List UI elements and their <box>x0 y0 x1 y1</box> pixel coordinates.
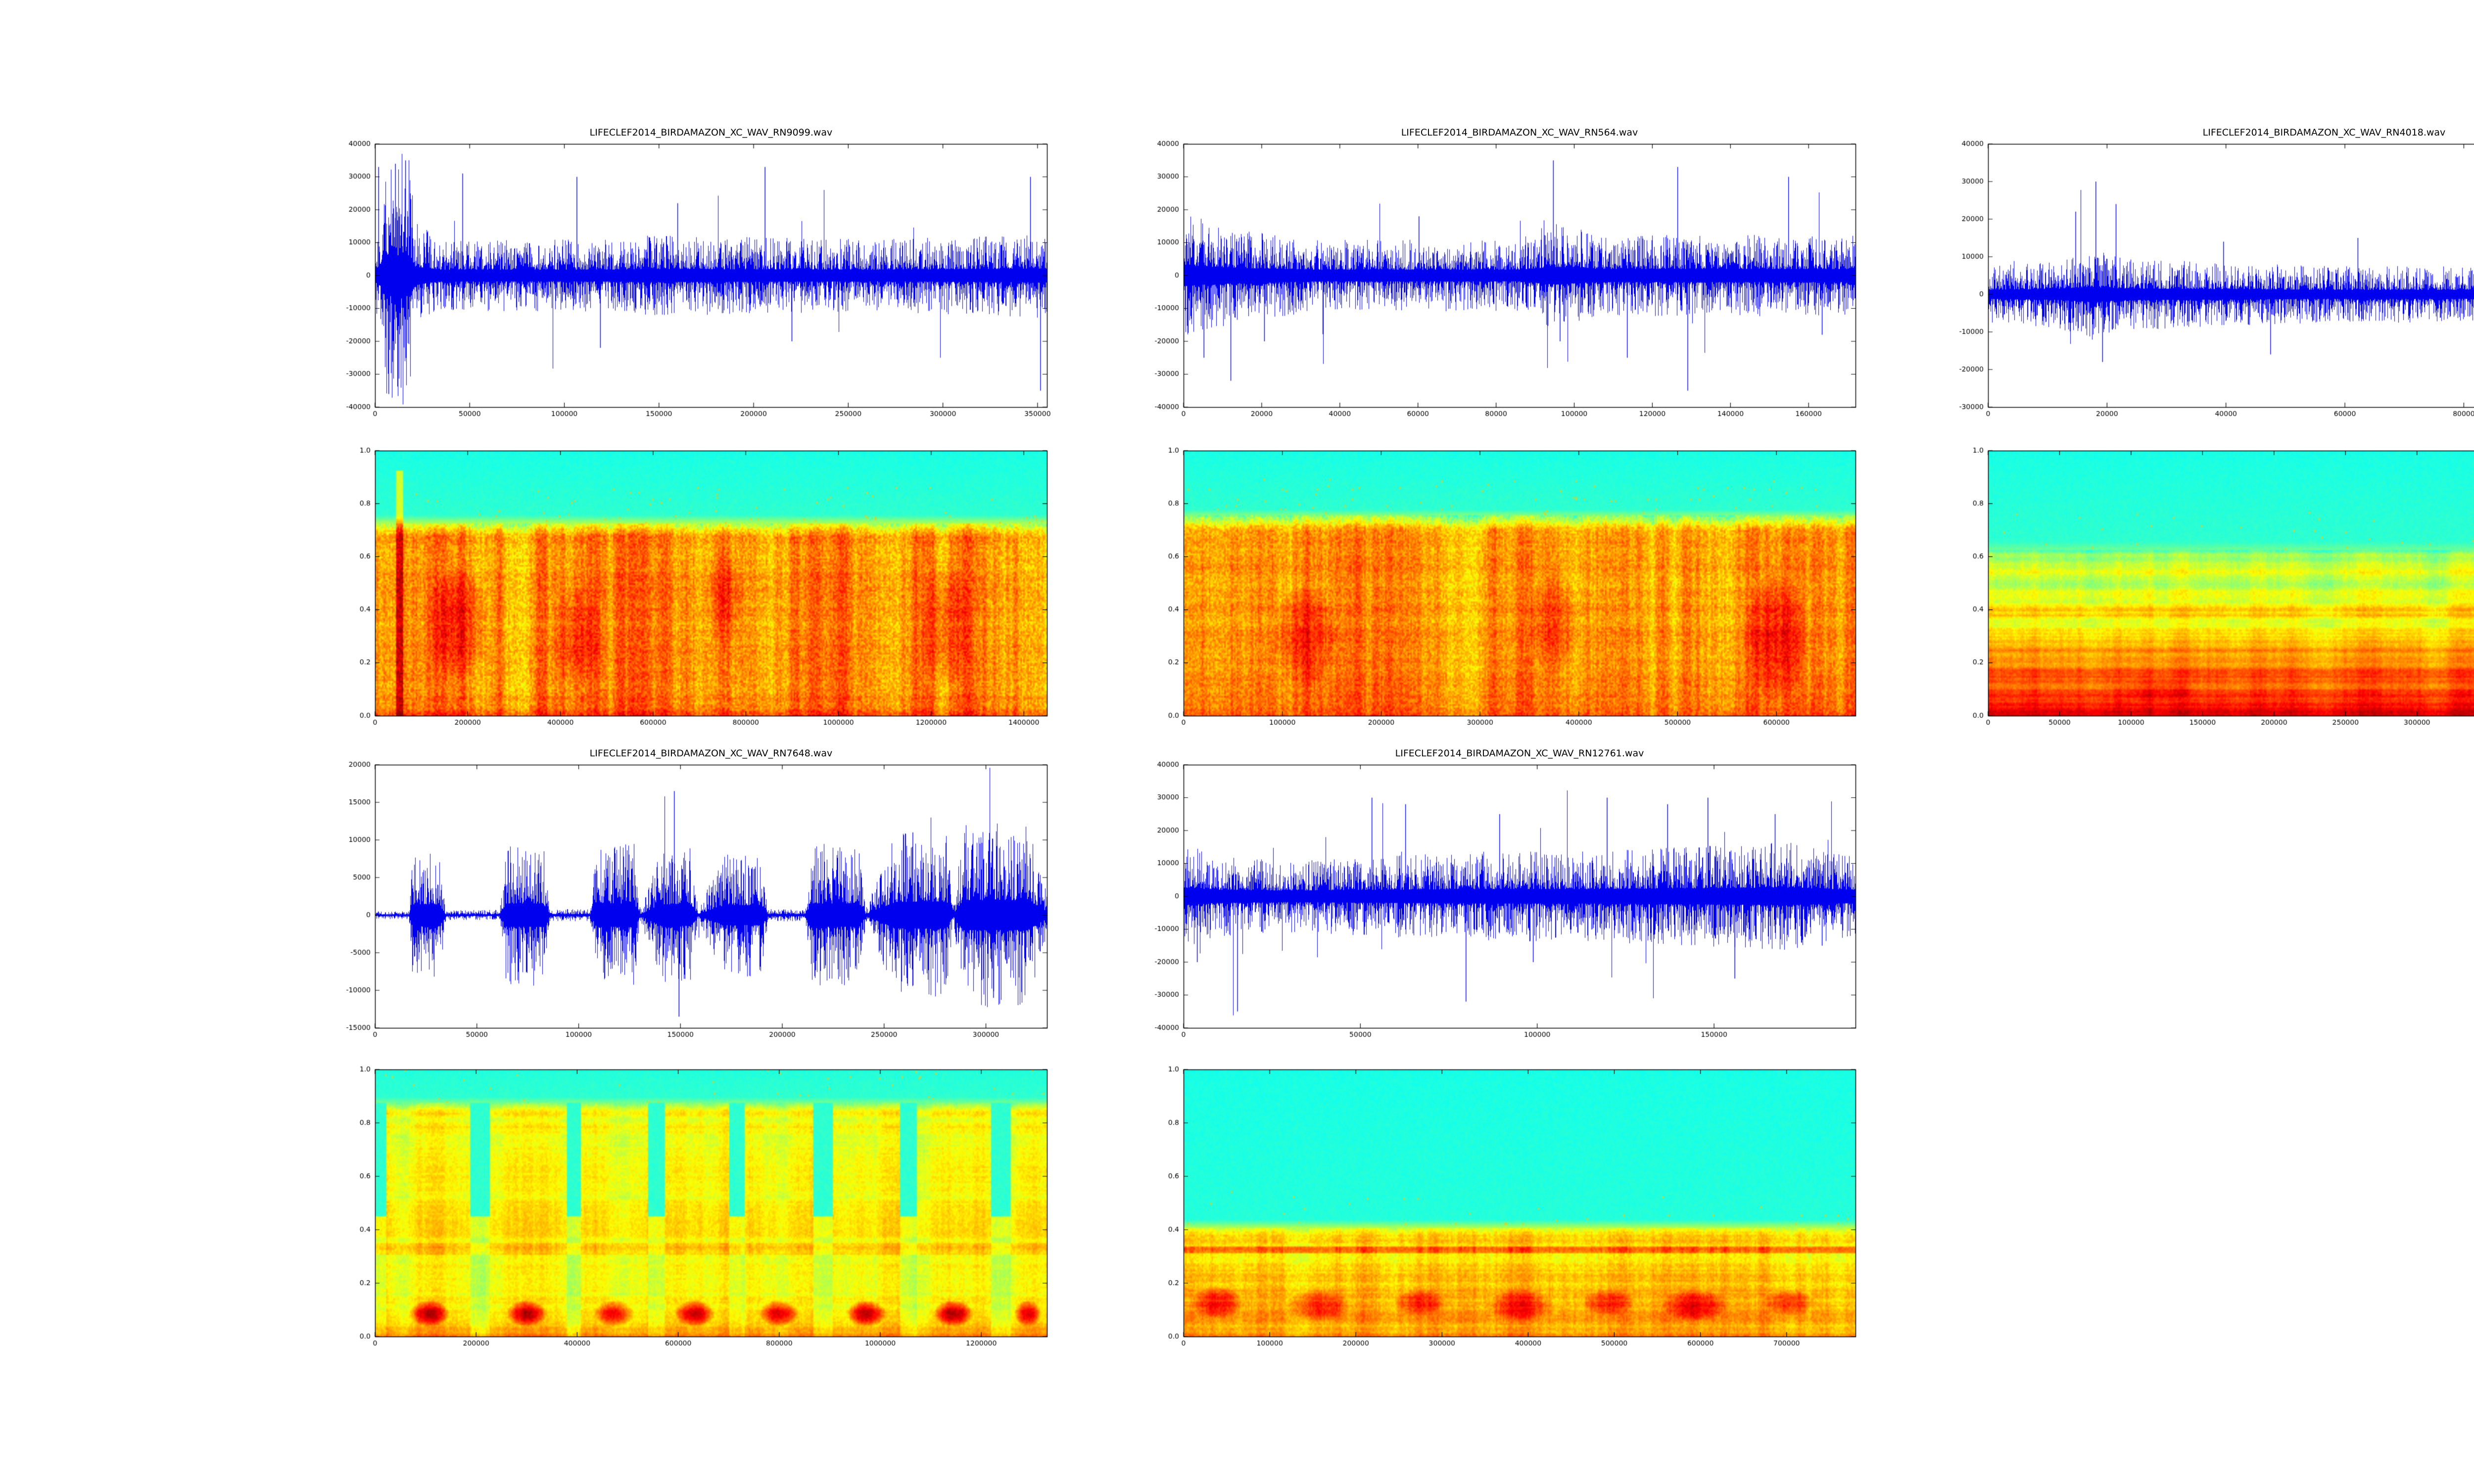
panel-waveform-rn7648: LIFECLEF2014_BIRDAMAZON_XC_WAV_RN7648.wa… <box>316 745 1059 1055</box>
waveform-canvas <box>316 124 1059 434</box>
spectrogram-canvas <box>1929 431 2474 743</box>
waveform-canvas <box>316 745 1059 1055</box>
spectrogram-canvas <box>1124 431 1868 743</box>
panel-waveform-rn564: LIFECLEF2014_BIRDAMAZON_XC_WAV_RN564.wav <box>1124 124 1868 434</box>
panel-waveform-rn4018: LIFECLEF2014_BIRDAMAZON_XC_WAV_RN4018.wa… <box>1929 124 2474 434</box>
panel-waveform-rn12761: LIFECLEF2014_BIRDAMAZON_XC_WAV_RN12761.w… <box>1124 745 1868 1055</box>
panel-waveform-rn9099: LIFECLEF2014_BIRDAMAZON_XC_WAV_RN9099.wa… <box>316 124 1059 434</box>
panel-spectrogram-rn564 <box>1124 431 1868 743</box>
spectrogram-canvas <box>316 1050 1059 1364</box>
waveform-canvas <box>1124 124 1868 434</box>
panel-spectrogram-rn9099 <box>316 431 1059 743</box>
waveform-canvas <box>1929 124 2474 434</box>
panel-spectrogram-rn12761 <box>1124 1050 1868 1364</box>
panel-spectrogram-rn4018 <box>1929 431 2474 743</box>
waveform-canvas <box>1124 745 1868 1055</box>
spectrogram-canvas <box>316 431 1059 743</box>
spectrogram-canvas <box>1124 1050 1868 1364</box>
panel-spectrogram-rn7648 <box>316 1050 1059 1364</box>
